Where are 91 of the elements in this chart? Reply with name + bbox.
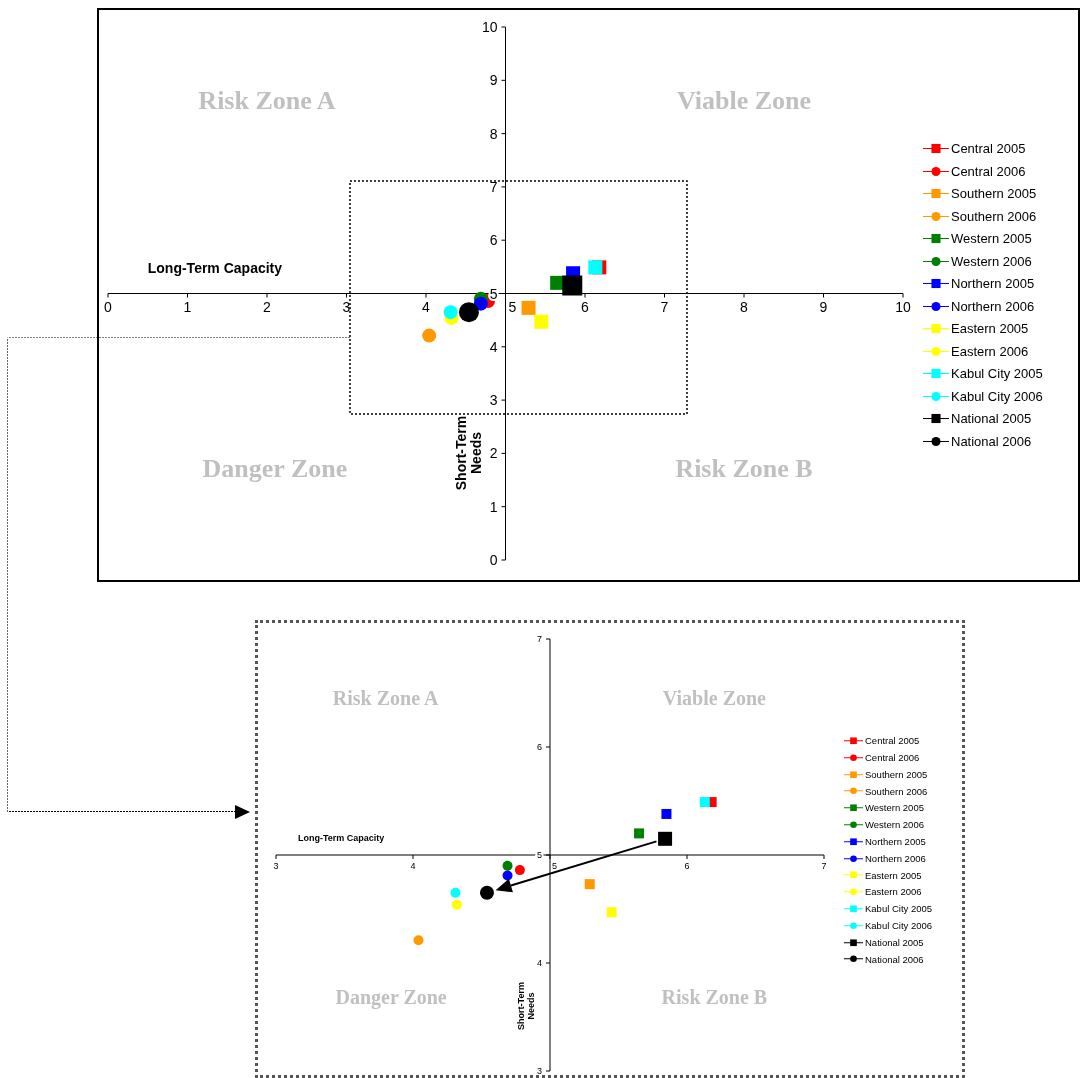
legend-label: Kabul City 2005 bbox=[865, 903, 933, 915]
x-tick-label: 10 bbox=[895, 298, 911, 315]
y-tick-label: 6 bbox=[489, 232, 498, 249]
x-tick-label: 6 bbox=[581, 298, 590, 315]
legend-label: Eastern 2005 bbox=[951, 321, 1029, 337]
y-tick-label: 4 bbox=[489, 338, 498, 355]
y-tick-label: 9 bbox=[489, 72, 498, 89]
point bbox=[458, 302, 479, 323]
legend-label: National 2005 bbox=[865, 936, 924, 948]
annotation: Viable Zone bbox=[661, 687, 767, 711]
legend-label: Southern 2005 bbox=[951, 186, 1037, 202]
point bbox=[502, 860, 513, 871]
y-tick-label: 7 bbox=[536, 634, 542, 644]
y-tick-label: 8 bbox=[489, 125, 498, 142]
y-tick-label: 6 bbox=[536, 742, 542, 752]
legend-label: Kabul City 2006 bbox=[865, 920, 933, 932]
x-axis-title: Long-Term Capacity bbox=[297, 833, 385, 844]
annotation: Risk Zone A bbox=[331, 687, 440, 711]
legend-label: National 2005 bbox=[951, 411, 1032, 427]
legend-label: National 2006 bbox=[865, 953, 924, 965]
legend-label: Eastern 2006 bbox=[951, 343, 1029, 359]
y-tick-label: 1 bbox=[489, 498, 498, 515]
x-tick-label: 1 bbox=[183, 298, 192, 315]
legend-label: Northern 2005 bbox=[951, 276, 1035, 292]
legend-label: Southern 2006 bbox=[865, 785, 928, 797]
x-axis-title: Long-Term Capacity bbox=[147, 259, 283, 276]
point bbox=[443, 305, 458, 320]
x-tick-label: 3 bbox=[273, 861, 279, 872]
x-tick-label: 7 bbox=[660, 298, 669, 315]
annotation: Danger Zone bbox=[335, 985, 447, 1008]
legend-label: Eastern 2006 bbox=[865, 886, 922, 898]
point bbox=[562, 275, 583, 296]
x-tick-label: 7 bbox=[821, 861, 827, 872]
y-tick-label: 3 bbox=[536, 1066, 542, 1076]
point bbox=[413, 935, 424, 946]
point bbox=[658, 831, 673, 846]
legend-label: Southern 2005 bbox=[865, 768, 928, 780]
legend-label: Northern 2006 bbox=[865, 852, 926, 864]
legend-label: National 2006 bbox=[951, 433, 1032, 449]
legend-label: Central 2005 bbox=[951, 141, 1026, 157]
annotation: Danger Zone bbox=[201, 453, 349, 484]
legend-label: Central 2006 bbox=[865, 752, 920, 764]
y-axis-title: Short-Term Needs bbox=[515, 981, 537, 1033]
legend-label: Western 2006 bbox=[951, 253, 1032, 269]
point bbox=[534, 314, 549, 329]
y-tick-label: 5 bbox=[536, 850, 542, 860]
point bbox=[521, 300, 536, 315]
x-tick-label: 4 bbox=[422, 298, 431, 315]
legend-label: Western 2006 bbox=[865, 819, 924, 831]
point bbox=[588, 260, 603, 275]
point bbox=[451, 899, 462, 910]
x-tick-label: 4 bbox=[410, 861, 416, 872]
legend-label: Eastern 2005 bbox=[865, 869, 922, 881]
legend-label: Western 2005 bbox=[865, 802, 924, 814]
y-tick-label: 7 bbox=[489, 178, 498, 195]
annotation: Viable Zone bbox=[675, 86, 813, 117]
x-tick-label: 6 bbox=[684, 861, 690, 872]
y-axis-title: Short-Term Needs bbox=[452, 415, 485, 493]
legend-label: Northern 2006 bbox=[951, 298, 1035, 314]
point bbox=[606, 907, 617, 918]
annotation: Risk Zone B bbox=[674, 453, 814, 484]
point bbox=[450, 887, 461, 898]
legend-label: Southern 2006 bbox=[951, 208, 1037, 224]
legend-label: Western 2005 bbox=[951, 231, 1032, 247]
point bbox=[479, 885, 494, 900]
annotation: Risk Zone B bbox=[660, 985, 769, 1009]
point bbox=[514, 865, 525, 876]
legend-label: Central 2006 bbox=[951, 163, 1026, 179]
point bbox=[661, 808, 672, 819]
x-tick-label: 9 bbox=[819, 298, 828, 315]
legend-label: Kabul City 2006 bbox=[951, 388, 1043, 404]
x-tick-label: 5 bbox=[508, 298, 517, 315]
annotation: Risk Zone A bbox=[197, 86, 337, 117]
y-tick-label: 0 bbox=[489, 552, 498, 568]
legend-label: Kabul City 2005 bbox=[951, 366, 1043, 382]
point bbox=[699, 797, 710, 808]
y-tick-label: 4 bbox=[536, 958, 542, 968]
y-tick-label: 2 bbox=[489, 445, 498, 462]
point bbox=[422, 328, 437, 343]
point bbox=[634, 828, 645, 839]
point bbox=[584, 879, 595, 890]
point bbox=[473, 296, 488, 311]
x-tick-label: 2 bbox=[263, 298, 272, 315]
x-tick-label: 5 bbox=[551, 861, 558, 872]
y-tick-label: 10 bbox=[481, 19, 498, 35]
x-tick-label: 0 bbox=[104, 298, 113, 315]
x-tick-label: 3 bbox=[342, 298, 351, 315]
y-tick-label: 3 bbox=[489, 392, 498, 409]
legend-label: Northern 2005 bbox=[865, 836, 926, 848]
legend-label: Central 2005 bbox=[865, 735, 920, 747]
x-tick-label: 8 bbox=[740, 298, 749, 315]
